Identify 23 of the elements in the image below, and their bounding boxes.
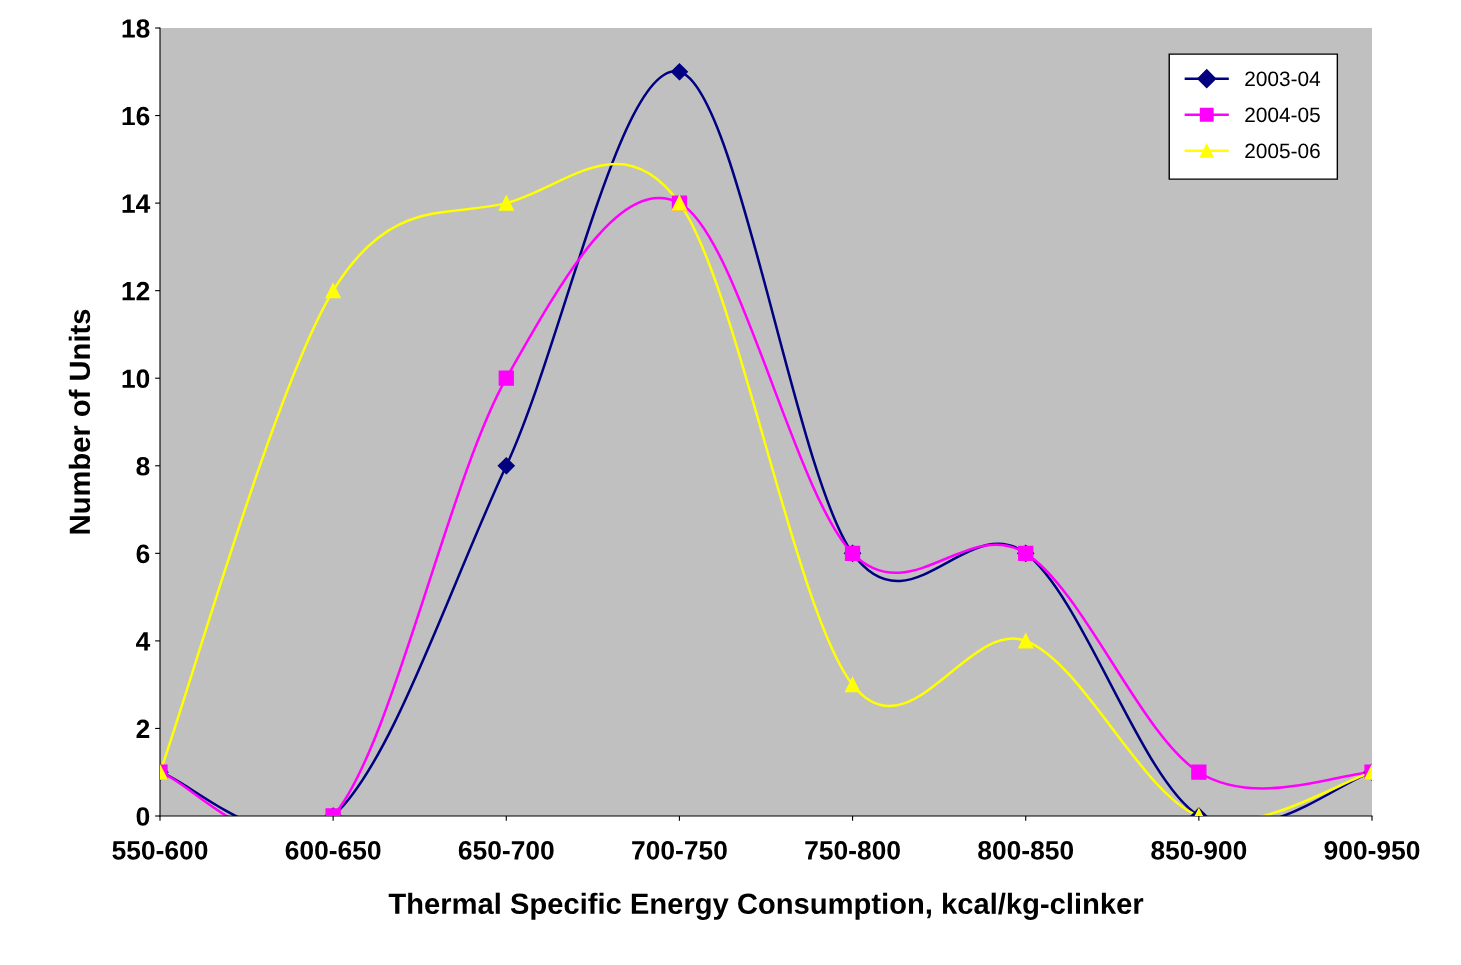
y-tick-label: 8 — [136, 456, 150, 476]
legend-label: 2003-04 — [1245, 71, 1321, 87]
y-axis-title: Number of Units — [68, 309, 91, 534]
y-tick-label: 12 — [122, 281, 150, 301]
x-tick-label: 800-850 — [978, 841, 1074, 860]
y-tick-label: 0 — [136, 807, 150, 826]
y-tick-label: 14 — [122, 194, 151, 213]
x-axis-title: Thermal Specific Energy Consumption, kcal/kg-clinker — [388, 892, 1144, 920]
legend-label: 2004-05 — [1245, 107, 1320, 123]
x-tick-label: 700-750 — [632, 841, 727, 860]
y-tick-label: 18 — [122, 19, 150, 38]
x-tick-label: 850-900 — [1151, 841, 1247, 860]
y-tick-label: 2 — [136, 719, 150, 739]
x-tick-label: 600-650 — [285, 841, 381, 860]
x-tick-label: 750-800 — [805, 841, 900, 860]
y-tick-label: 6 — [136, 544, 150, 564]
y-tick-label: 4 — [136, 632, 151, 651]
x-tick-label: 900-950 — [1324, 841, 1420, 860]
x-tick-label: 550-600 — [112, 841, 208, 860]
y-tick-label: 16 — [122, 106, 150, 126]
x-tick-label: 650-700 — [458, 841, 554, 860]
legend-label: 2005-06 — [1245, 143, 1320, 159]
y-tick-label: 10 — [122, 369, 150, 389]
